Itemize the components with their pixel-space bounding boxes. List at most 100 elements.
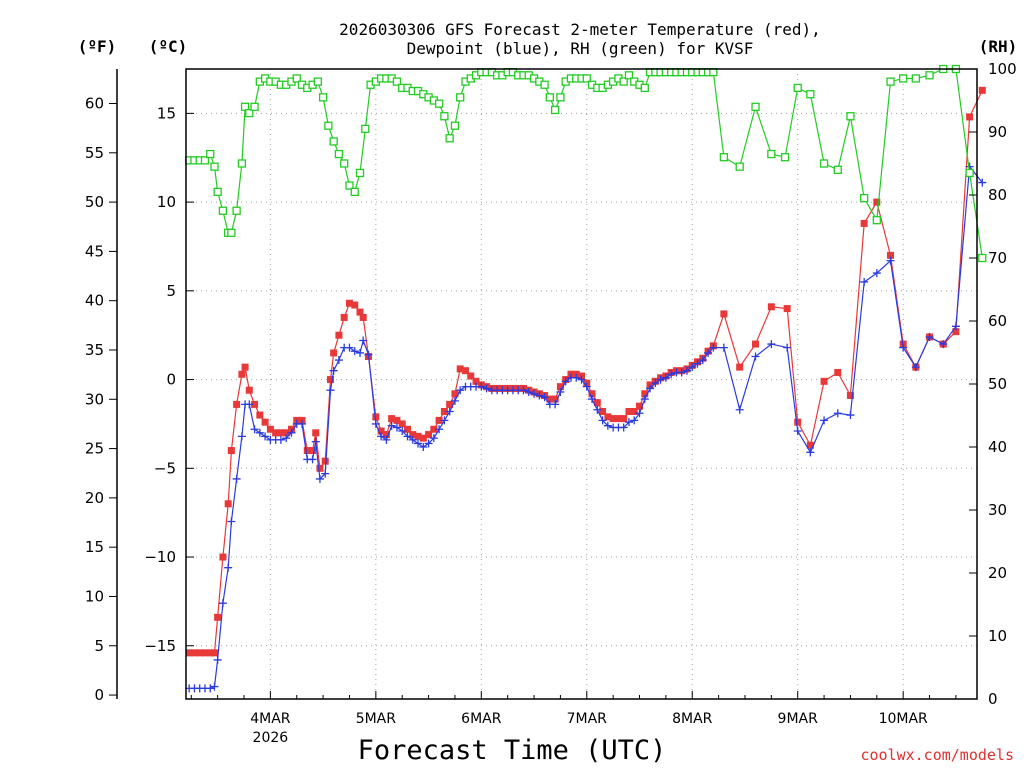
dewpoint-point — [860, 277, 869, 286]
temperature-point — [409, 431, 417, 439]
rh-point — [540, 80, 549, 89]
temperature-point — [214, 613, 222, 621]
rh-point — [899, 74, 908, 83]
rh-tick-label: 60 — [988, 312, 1007, 330]
dewpoint-point — [682, 366, 691, 375]
temperature-point — [309, 447, 317, 455]
dewpoint-point — [939, 340, 948, 349]
temperature-point — [266, 425, 274, 433]
dewpoint-point — [350, 347, 359, 356]
dewpoint-point — [250, 425, 259, 434]
temperature-point — [451, 390, 459, 398]
dewpoint-point — [656, 375, 665, 384]
fahrenheit-tick-label: 40 — [85, 292, 104, 310]
celsius-tick-label: 10 — [157, 193, 176, 211]
temperature-point — [736, 363, 744, 371]
temperature-point — [978, 86, 986, 94]
temperature-point — [256, 411, 264, 419]
rh-point — [767, 149, 776, 159]
temperature-point — [806, 441, 814, 449]
celsius-tick-label: 15 — [157, 104, 176, 122]
time-tick-label: 10MAR — [879, 711, 928, 727]
rh-tick-label: 80 — [988, 186, 1007, 204]
temperature-point — [467, 372, 475, 380]
temperature-point — [546, 395, 554, 403]
fahrenheit-tick-label: 60 — [85, 95, 104, 113]
temperature-point — [604, 413, 612, 421]
dewpoint-point — [224, 563, 233, 572]
celsius-tick-label: 0 — [166, 371, 176, 389]
rh-point — [925, 71, 934, 80]
dewpoint-point — [377, 432, 386, 441]
temperature-point — [206, 649, 214, 657]
celsius-unit-label: (ºC) — [149, 37, 188, 56]
temperature-point — [593, 399, 601, 407]
rh-point — [450, 121, 460, 130]
rh-point — [735, 162, 744, 171]
dewpoint-point — [382, 435, 391, 444]
temperature-point — [277, 429, 285, 437]
fahrenheit-tick-label: 55 — [85, 144, 104, 162]
temperature-point — [345, 299, 353, 307]
dewpoint-point — [651, 379, 660, 388]
rh-tick-label: 20 — [988, 564, 1007, 582]
rh-point — [237, 159, 247, 168]
temperature-point — [312, 429, 320, 437]
temperature-point — [625, 408, 633, 416]
dewpoint-point — [577, 375, 586, 384]
temperature-point — [414, 432, 422, 440]
dewpoint-point — [635, 409, 644, 418]
temperature-point — [185, 649, 193, 657]
rh-point — [556, 93, 565, 102]
dewpoint-point — [311, 437, 320, 446]
dewpoint-point — [693, 359, 702, 368]
dewpoint-point — [698, 356, 707, 365]
rh-point — [232, 206, 241, 215]
series-dewpoint — [185, 162, 987, 693]
dewpoint-point — [535, 391, 544, 400]
rh-point — [350, 187, 359, 197]
dewpoint-point — [677, 368, 686, 377]
dewpoint-point — [646, 384, 655, 393]
time-tick-label: 7MAR — [567, 711, 608, 727]
temperature-point — [873, 198, 881, 206]
dewpoint-point — [793, 427, 802, 436]
temperature-point — [472, 377, 480, 385]
dewpoint-point — [886, 256, 895, 265]
fahrenheit-tick-label: 25 — [85, 440, 104, 458]
dewpoint-point — [951, 322, 960, 331]
dewpoint-point — [456, 386, 465, 395]
chart-title-line-2: Dewpoint (blue), RH (green) for KVSF — [407, 39, 754, 58]
temperature-point — [359, 313, 367, 321]
dewpoint-point — [783, 343, 792, 352]
temperature-point — [456, 365, 464, 373]
rh-tick-label: 10 — [988, 627, 1007, 645]
rh-point — [218, 206, 228, 215]
temperature-point — [335, 331, 343, 339]
dewpoint-point — [359, 336, 368, 345]
dewpoint-point — [477, 382, 486, 391]
temperature-point — [356, 308, 364, 316]
dewpoint-point — [245, 400, 254, 409]
temperature-point — [245, 386, 253, 394]
dewpoint-point — [588, 395, 597, 404]
fahrenheit-tick-label: 15 — [85, 538, 104, 556]
dewpoint-point — [978, 178, 987, 187]
temperature-point — [783, 305, 791, 313]
dewpoint-point — [709, 343, 718, 352]
fahrenheit-tick-label: 45 — [85, 242, 104, 260]
rh-point — [345, 181, 354, 190]
temperature-point — [794, 418, 802, 426]
rh-point — [200, 156, 210, 165]
temperature-point — [419, 434, 427, 442]
fahrenheit-tick-label: 35 — [85, 341, 104, 359]
rh-tick-label: 70 — [988, 249, 1007, 267]
dewpoint-point — [751, 352, 760, 361]
dewpoint-point — [704, 348, 713, 357]
temperature-point — [330, 349, 338, 357]
temperature-point — [326, 376, 334, 384]
temperature-point — [440, 408, 448, 416]
temperature-point — [887, 251, 895, 259]
